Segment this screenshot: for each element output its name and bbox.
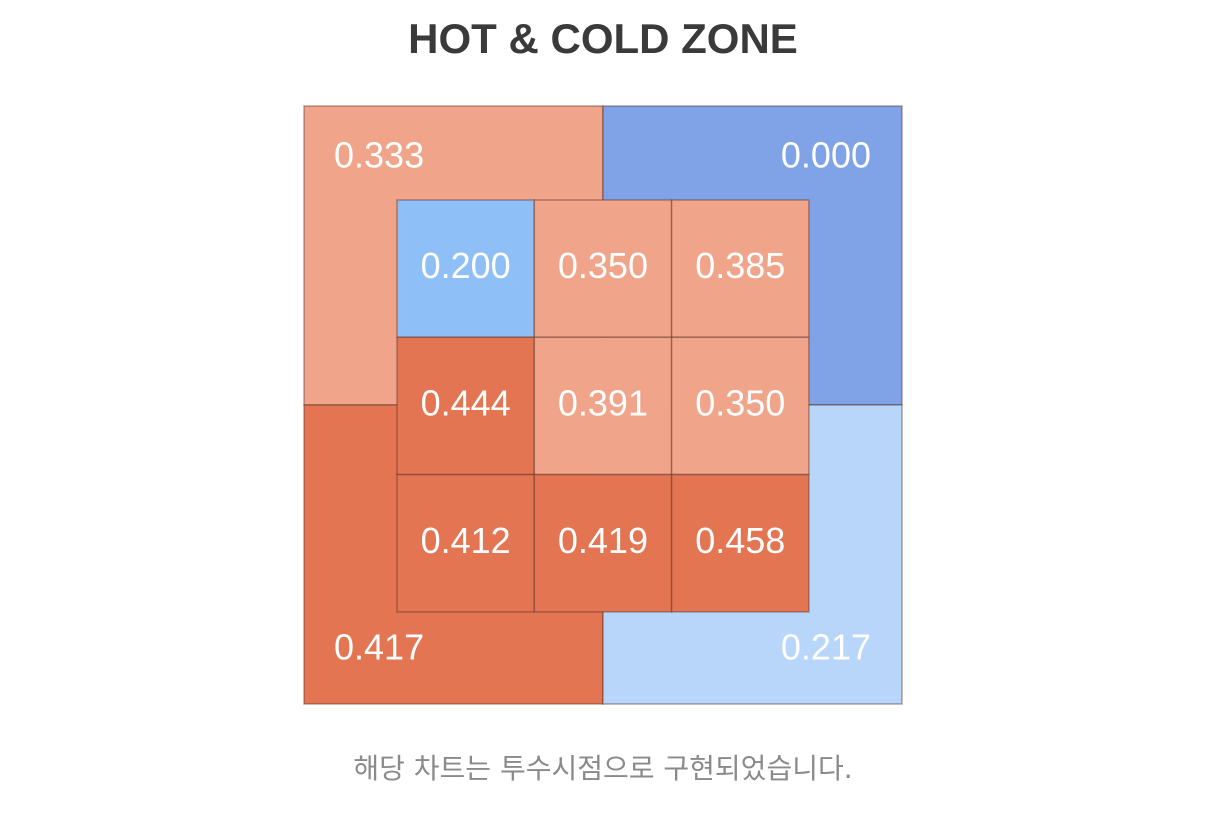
outer-zone-label: 0.000 — [781, 135, 871, 176]
zone-cell — [533, 336, 673, 476]
zone-cell — [670, 336, 810, 476]
outer-zone-label: 0.417 — [334, 627, 424, 668]
outer-zone-label: 0.217 — [781, 627, 871, 668]
zone-cell-label: 0.444 — [421, 382, 511, 423]
zone-cell-label: 0.385 — [695, 245, 785, 286]
zone-cell-label: 0.412 — [421, 520, 511, 561]
zone-cell-label: 0.419 — [558, 520, 648, 561]
zone-cell — [533, 199, 673, 339]
zone-cell-label: 0.350 — [558, 245, 648, 286]
zone-cell-label: 0.458 — [695, 520, 785, 561]
zone-cell — [670, 473, 810, 613]
zone-cell — [396, 199, 536, 339]
zone-cell — [533, 473, 673, 613]
zone-cell — [396, 336, 536, 476]
outer-zone-label: 0.333 — [334, 135, 424, 176]
zone-cell-label: 0.391 — [558, 382, 648, 423]
footnote: 해당 차트는 투수시점으로 구현되었습니다. — [353, 752, 852, 785]
zone-cell-label: 0.200 — [421, 245, 511, 286]
zone-cell-label: 0.350 — [695, 382, 785, 423]
chart-title: HOT & COLD ZONE — [408, 15, 798, 62]
